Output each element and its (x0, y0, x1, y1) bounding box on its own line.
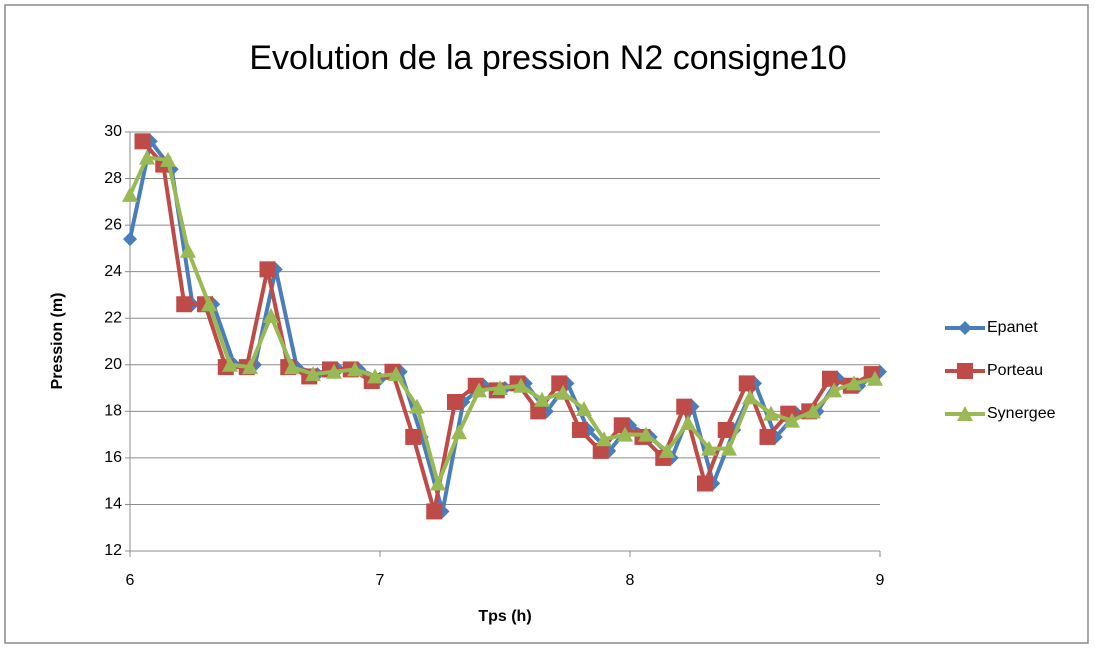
y-tick-label: 28 (104, 170, 122, 187)
marker (822, 370, 838, 387)
marker (305, 366, 321, 382)
marker (326, 363, 342, 379)
marker (180, 242, 196, 258)
marker (534, 391, 550, 407)
marker (347, 361, 363, 377)
marker (409, 398, 425, 414)
marker (284, 359, 300, 375)
marker (676, 398, 693, 415)
marker (139, 149, 155, 165)
marker (222, 356, 238, 372)
y-tick-label: 26 (104, 216, 122, 233)
marker (430, 475, 446, 491)
marker (717, 421, 734, 438)
marker (388, 366, 404, 382)
marker (576, 401, 592, 417)
marker (572, 421, 588, 438)
marker (697, 475, 713, 492)
y-axis-label: Pression (m) (49, 293, 66, 390)
y-tick-label: 18 (104, 403, 122, 420)
marker (263, 307, 279, 323)
marker (176, 296, 193, 313)
marker (242, 359, 258, 375)
marker (742, 389, 758, 405)
marker (513, 377, 529, 393)
marker (259, 261, 276, 278)
x-tick-label: 6 (126, 572, 135, 589)
marker (122, 186, 138, 202)
marker (471, 382, 487, 398)
marker (659, 442, 675, 458)
x-tick-label: 8 (626, 572, 635, 589)
marker (492, 380, 508, 396)
legend-label: Epanet (987, 319, 1038, 336)
marker (721, 440, 737, 456)
marker (451, 424, 467, 440)
chart-title: Evolution de la pression N2 consigne10 (249, 39, 846, 77)
y-tick-label: 24 (104, 263, 122, 280)
y-tick-label: 30 (104, 123, 122, 140)
marker (957, 406, 973, 421)
marker (957, 363, 973, 379)
marker (367, 368, 383, 384)
marker (701, 440, 717, 456)
marker (784, 412, 800, 428)
marker (759, 428, 776, 445)
marker (738, 375, 755, 392)
marker (555, 384, 571, 400)
x-axis-label: Tps (h) (478, 608, 531, 625)
marker (160, 151, 176, 167)
marker (826, 382, 842, 398)
marker (680, 414, 696, 430)
x-tick-label: 7 (376, 572, 385, 589)
marker (846, 375, 862, 391)
marker (134, 133, 151, 150)
marker (592, 442, 609, 459)
marker (763, 405, 779, 421)
x-tick-label: 9 (876, 572, 885, 589)
marker (958, 321, 972, 335)
y-tick-label: 14 (104, 496, 122, 513)
marker (596, 431, 612, 447)
y-tick-label: 12 (104, 542, 122, 559)
chart-frame (4, 4, 1089, 644)
marker (447, 394, 463, 411)
marker (613, 417, 630, 434)
y-tick-label: 16 (104, 449, 122, 466)
marker (638, 426, 654, 442)
y-tick-label: 22 (104, 309, 122, 326)
marker (867, 370, 883, 386)
y-tick-label: 20 (104, 356, 122, 373)
marker (805, 403, 821, 419)
marker (123, 232, 137, 247)
marker (201, 296, 217, 312)
legend-label: Synergee (987, 405, 1056, 422)
legend-label: Porteau (987, 362, 1043, 379)
marker (405, 428, 422, 445)
marker (426, 503, 443, 520)
marker (530, 403, 547, 420)
marker (617, 426, 633, 442)
